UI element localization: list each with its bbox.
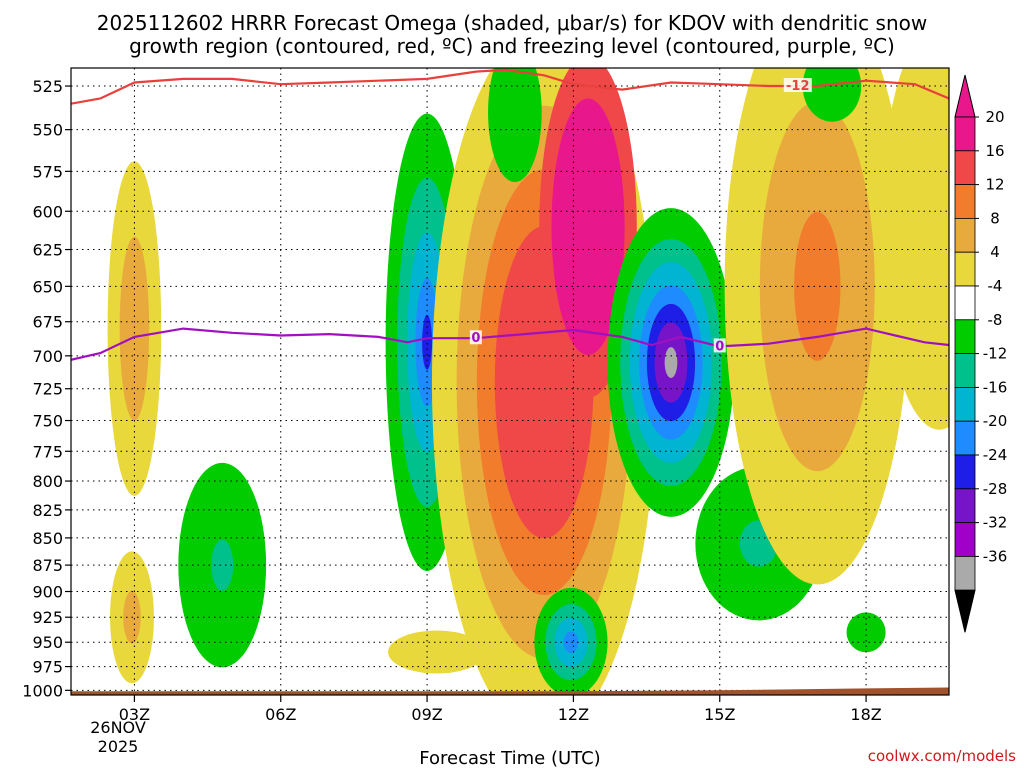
colorbar-label-1: 16	[985, 142, 1004, 160]
colorbar-label-0: 20	[985, 108, 1004, 126]
colorbar-label-12: -32	[983, 514, 1008, 532]
colorbar-label-5: -4	[988, 277, 1003, 295]
y-tick-label-975: 975	[32, 658, 63, 677]
y-tick-label-725: 725	[32, 380, 63, 399]
colorbar-label-6: -8	[988, 311, 1003, 329]
y-tick-label-625: 625	[32, 241, 63, 260]
colorbar-bin-7	[954, 353, 976, 388]
terrain-fill	[71, 687, 949, 695]
x-tick-label-09Z: 09Z	[411, 705, 442, 724]
colorbar-bin-6	[954, 319, 976, 354]
x-tick-label-03Z: 03Z	[119, 705, 150, 724]
omega-yellow-19z-level-0	[880, 68, 949, 430]
y-tick-label-825: 825	[32, 501, 63, 520]
freezing-level-label-0: 0	[471, 331, 480, 346]
plot-area: -12 0 0	[71, 68, 949, 695]
terrain	[71, 687, 949, 695]
y-tick-label-900: 900	[32, 583, 63, 602]
y-tick-label-850: 850	[32, 529, 63, 548]
omega-rising-12z-low-level-3	[563, 631, 579, 654]
colorbar-bin-2	[954, 184, 976, 219]
colorbar-bin-8	[954, 386, 976, 422]
title-line-2: growth region (contoured, red, ºC) and f…	[129, 34, 895, 58]
omega-yellow-03z-level-1	[119, 236, 150, 421]
colorbar-bottom-arrow	[954, 589, 976, 633]
omega-yellow-17z-level-2	[794, 211, 841, 361]
colorbar-bin-1	[954, 150, 976, 186]
y-tick-label-875: 875	[32, 556, 63, 575]
y-tick-label-675: 675	[32, 313, 63, 332]
colorbar-label-2: 12	[985, 176, 1004, 194]
y-tick-label-925: 925	[32, 608, 63, 627]
x-axis-label: Forecast Time (UTC)	[419, 748, 600, 768]
colorbar-label-9: -20	[983, 412, 1008, 430]
colorbar-bin-5	[954, 285, 976, 321]
colorbar-label-10: -24	[983, 446, 1008, 464]
colorbar-bin-11	[954, 488, 976, 523]
y-axis: 525 550 575 600 625 650 675 700 725 750 775 800 825 8…	[22, 77, 71, 700]
colorbar-label-8: -16	[983, 378, 1008, 396]
y-tick-label-775: 775	[32, 442, 63, 461]
colorbar-label-11: -28	[983, 480, 1008, 498]
date-label-day: 26NOV	[90, 718, 146, 737]
y-tick-label-575: 575	[32, 162, 63, 181]
colorbar-bin-3	[954, 217, 976, 253]
y-tick-label-525: 525	[32, 77, 63, 96]
freezing-level-label-1: 0	[715, 339, 724, 354]
y-tick-label-1000: 1000	[22, 681, 63, 700]
omega-green-05z-level-1	[211, 539, 234, 591]
colorbar-label-13: -36	[983, 547, 1008, 565]
y-tick-label-750: 750	[32, 412, 63, 431]
y-tick-label-550: 550	[32, 121, 63, 140]
colorbar-bin-0	[954, 116, 976, 152]
x-axis: 03Z 06Z 09Z 12Z 15Z 18Z	[119, 695, 882, 724]
x-tick-label-06Z: 06Z	[265, 705, 296, 724]
colorbar-top-arrow	[954, 74, 976, 118]
freezing-level-label-0-bg	[469, 330, 482, 345]
colorbar-label-3: 8	[990, 209, 1000, 227]
omega-yellow-09z-low-level-0	[388, 630, 486, 674]
colorbar-bin-12	[954, 522, 976, 557]
grid-lines	[71, 68, 949, 695]
x-tick-label-12Z: 12Z	[558, 705, 589, 724]
colorbar-bin-13	[954, 556, 976, 591]
colorbar: 20 16 12 8 4 -4 -8 -12 -16 -20 -24 -28 -32 -36	[954, 74, 1008, 633]
credit-text: coolwx.com/models	[868, 747, 1016, 765]
colorbar-label-7: -12	[983, 345, 1008, 363]
colorbar-bin-4	[954, 251, 976, 287]
x-tick-label-18Z: 18Z	[850, 705, 881, 724]
dgz-contour-label: -12	[786, 79, 810, 94]
title-line-1: 2025112602 HRRR Forecast Omega (shaded, …	[97, 11, 927, 35]
y-tick-label-700: 700	[32, 347, 63, 366]
y-tick-label-650: 650	[32, 277, 63, 296]
contours: -12 0 0	[71, 68, 949, 361]
colorbar-bin-10	[954, 454, 976, 490]
y-tick-label-800: 800	[32, 472, 63, 491]
dgz-contour-label-bg	[783, 78, 812, 93]
freezing-level-line	[71, 327, 949, 361]
omega-green-17z-top-level-0	[802, 68, 862, 122]
plot-frame	[70, 67, 950, 696]
omega-sinking-core-level-1	[551, 98, 625, 356]
omega-green-18z-low-level-0	[846, 612, 886, 653]
omega-rising-09z-level-4	[422, 314, 433, 370]
x-tick-label-15Z: 15Z	[704, 705, 735, 724]
date-label-year: 2025	[98, 737, 139, 756]
colorbar-bin-9	[954, 420, 976, 456]
y-tick-label-600: 600	[32, 202, 63, 221]
colorbar-label-4: 4	[990, 243, 1000, 261]
freezing-level-label-1-bg	[713, 338, 726, 353]
omega-green-10z-top-level-0	[488, 68, 542, 183]
omega-rising-14z-level-6	[664, 347, 678, 378]
y-tick-label-950: 950	[32, 633, 63, 652]
